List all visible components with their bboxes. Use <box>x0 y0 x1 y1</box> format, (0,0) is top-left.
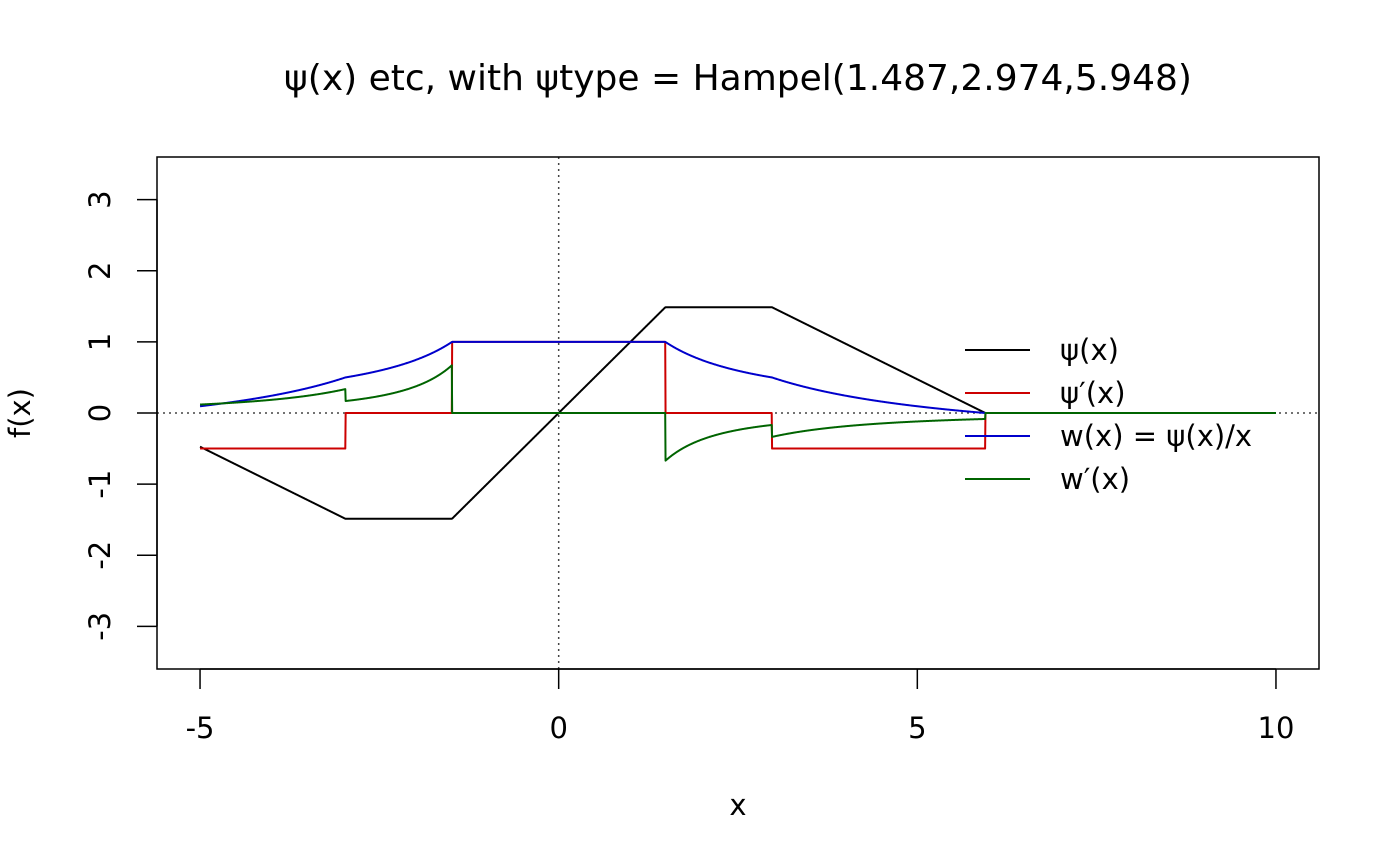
y-tick-label: -3 <box>83 612 117 641</box>
legend-label-dwgt: w′(x) <box>1060 462 1130 496</box>
series-lines <box>199 306 1277 520</box>
y-tick-label: -1 <box>83 470 117 499</box>
x-axis: -5 0 5 10 <box>186 668 1295 745</box>
y-tick-label: 2 <box>83 262 117 280</box>
y-tick-label: 1 <box>83 333 117 351</box>
series-line-dwgt <box>199 364 1277 462</box>
x-axis-label: x <box>729 788 746 822</box>
legend-label-wgt: w(x) = ψ(x)/x <box>1060 419 1252 453</box>
x-tick-label: 10 <box>1258 711 1295 745</box>
x-tick-label: -5 <box>186 711 215 745</box>
legend-label-psi: ψ(x) <box>1060 333 1119 367</box>
legend-label-dpsi: ψ′(x) <box>1060 376 1126 410</box>
chart-title: ψ(x) etc, with ψtype = Hampel(1.487,2.97… <box>284 58 1192 99</box>
y-axis-label: f(x) <box>3 388 37 438</box>
y-tick-label: -2 <box>83 541 117 570</box>
y-axis: -3 -2 -1 0 1 2 3 <box>83 190 158 641</box>
y-tick-label: 0 <box>83 404 117 422</box>
legend: ψ(x) ψ′(x) w(x) = ψ(x)/x w′(x) <box>965 333 1252 496</box>
y-tick-label: 3 <box>83 190 117 208</box>
x-tick-label: 5 <box>908 711 926 745</box>
x-tick-label: 0 <box>549 711 567 745</box>
